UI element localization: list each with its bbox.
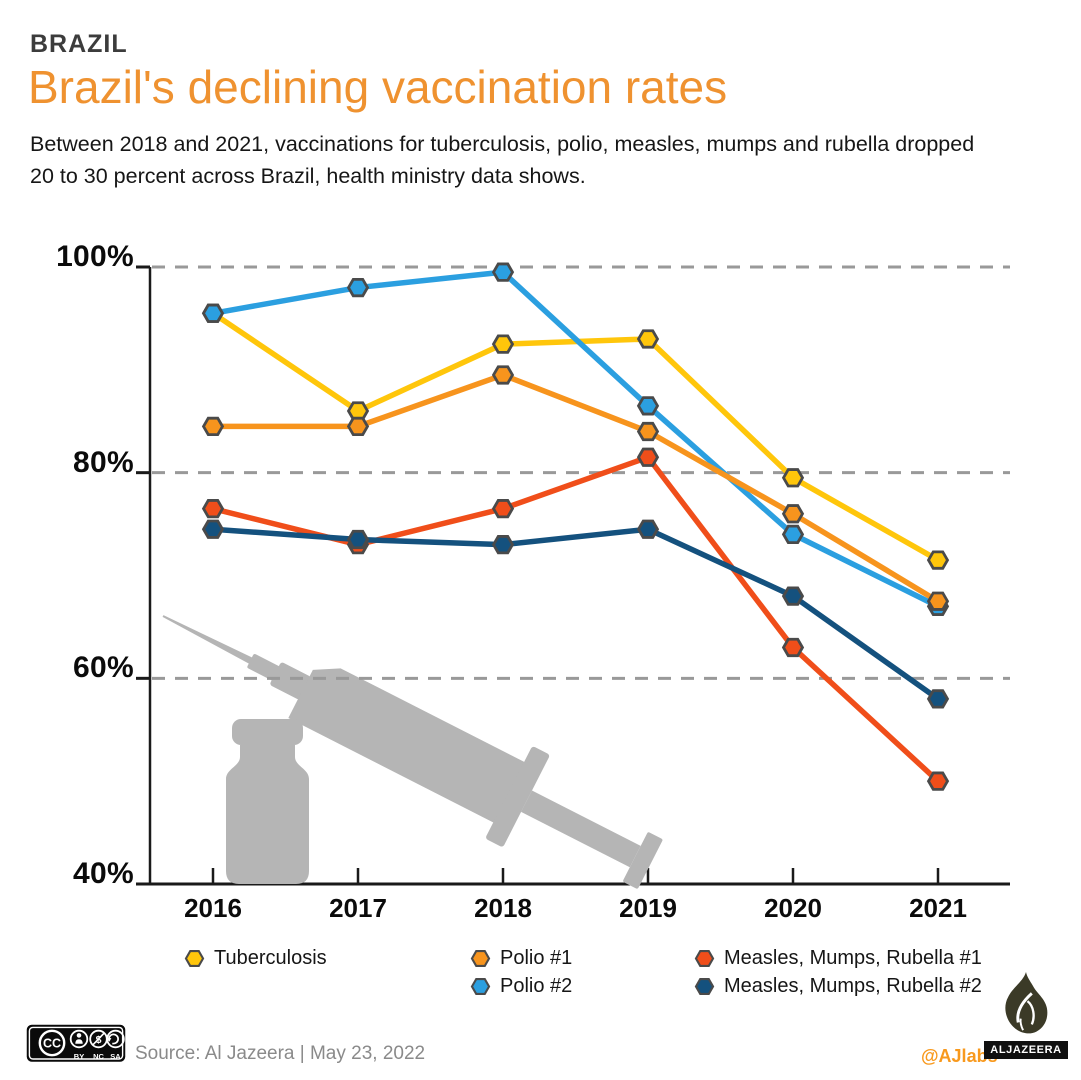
syringe-flange: [486, 746, 550, 847]
vial-cap: [232, 719, 303, 745]
y-axis-label-80: 80%: [73, 446, 134, 479]
data-point-marker: [781, 524, 805, 544]
syringe-plunger-rod: [521, 790, 641, 868]
x-axis-label-2017: 2017: [329, 893, 387, 923]
series-polio-1: [201, 365, 950, 611]
ajlabs-credit: @AJlabs: [921, 1046, 998, 1066]
data-point-marker: [201, 303, 225, 323]
data-point-marker: [491, 334, 515, 354]
syringe-collar: [270, 662, 311, 700]
syringe-hub: [247, 654, 280, 681]
series-measles-mumps-rubella-2: [201, 519, 950, 709]
source-line: Source: Al Jazeera | May 23, 2022: [135, 1043, 426, 1064]
series-line: [210, 526, 941, 702]
data-point-marker: [491, 535, 515, 555]
mmr-2-hexagon-icon: [694, 977, 715, 995]
syringe-needle: [162, 615, 254, 665]
aljazeera-flame-icon: [1005, 972, 1048, 1034]
polio-2-hexagon-icon: [470, 977, 491, 995]
syringe-barrel: [288, 668, 526, 824]
data-point-marker: [346, 416, 370, 437]
series-polio-2: [201, 262, 950, 616]
data-point-marker: [346, 277, 370, 298]
data-point-marker: [491, 365, 515, 385]
data-series: [201, 262, 950, 791]
cc-by-icon: BY: [69, 1029, 89, 1061]
data-point-marker: [636, 519, 660, 539]
data-point-marker: [781, 637, 805, 658]
data-point-marker: [926, 591, 950, 611]
data-point-marker: [346, 529, 370, 550]
creative-commons-license-badge: CC BY $ NC SA: [26, 1024, 126, 1062]
legend-label: Measles, Mumps, Rubella #2: [724, 974, 982, 997]
data-point-marker: [636, 329, 660, 349]
tuberculosis-hexagon-icon: [184, 949, 205, 967]
svg-text:NC: NC: [93, 1052, 104, 1061]
data-point-marker: [926, 689, 950, 709]
series-line: [210, 310, 941, 563]
aljazeera-logo: ALJAZEERA: [984, 972, 1068, 1059]
page-title: Brazil's declining vaccination rates: [28, 61, 728, 113]
data-point-marker: [201, 416, 225, 437]
syringe-illustration: [162, 615, 663, 889]
data-point-marker: [491, 499, 515, 519]
y-axis-label-100: 100%: [56, 240, 134, 273]
data-point-marker: [926, 550, 950, 570]
legend-label: Polio #1: [500, 946, 573, 969]
svg-text:BY: BY: [74, 1052, 84, 1061]
svg-text:CC: CC: [43, 1037, 61, 1051]
data-point-marker: [926, 771, 950, 791]
data-point-marker: [201, 519, 225, 539]
legend-item-mmr-2: Measles, Mumps, Rubella #2: [694, 973, 982, 999]
gridlines: [152, 265, 1010, 680]
data-point-marker: [491, 262, 515, 282]
mmr-1-hexagon-icon: [694, 949, 715, 967]
legend-label: Tuberculosis: [214, 946, 327, 969]
syringe-plunger-cap: [623, 832, 663, 889]
series-line: [210, 269, 941, 610]
legend-item-tuberculosis: Tuberculosis: [184, 945, 327, 971]
svg-text:SA: SA: [110, 1052, 121, 1061]
x-axis-label-2016: 2016: [184, 893, 242, 923]
x-axis-label-2019: 2019: [619, 893, 677, 923]
cc-sa-icon: SA: [106, 1029, 125, 1061]
vial-body: [226, 745, 309, 884]
data-point-marker: [636, 421, 660, 442]
cc-icon: CC: [38, 1029, 66, 1057]
legend-item-polio-1: Polio #1: [470, 945, 572, 971]
data-point-marker: [636, 447, 660, 467]
x-axis-label-2021: 2021: [909, 893, 967, 923]
y-axis-label-40: 40%: [73, 857, 134, 890]
data-point-marker: [781, 504, 805, 524]
data-point-marker: [346, 401, 370, 421]
x-axis-label-2018: 2018: [474, 893, 532, 923]
legend-label: Polio #2: [500, 974, 573, 997]
series-line: [210, 372, 941, 604]
series-tuberculosis: [201, 303, 950, 570]
legend-item-mmr-1: Measles, Mumps, Rubella #1: [694, 945, 982, 971]
data-point-marker: [636, 396, 660, 416]
subtitle: Between 2018 and 2021, vaccinations for …: [30, 132, 975, 189]
aljazeera-wordmark: ALJAZEERA: [984, 1041, 1068, 1059]
data-point-marker: [781, 586, 805, 606]
polio-1-hexagon-icon: [470, 949, 491, 967]
data-point-marker: [781, 468, 805, 488]
y-axis-label-60: 60%: [73, 651, 134, 684]
kicker: BRAZIL: [30, 30, 128, 58]
data-point-marker: [201, 499, 225, 519]
legend-label: Measles, Mumps, Rubella #1: [724, 946, 982, 969]
legend-item-polio-2: Polio #2: [470, 973, 572, 999]
x-axis-label-2020: 2020: [764, 893, 822, 923]
